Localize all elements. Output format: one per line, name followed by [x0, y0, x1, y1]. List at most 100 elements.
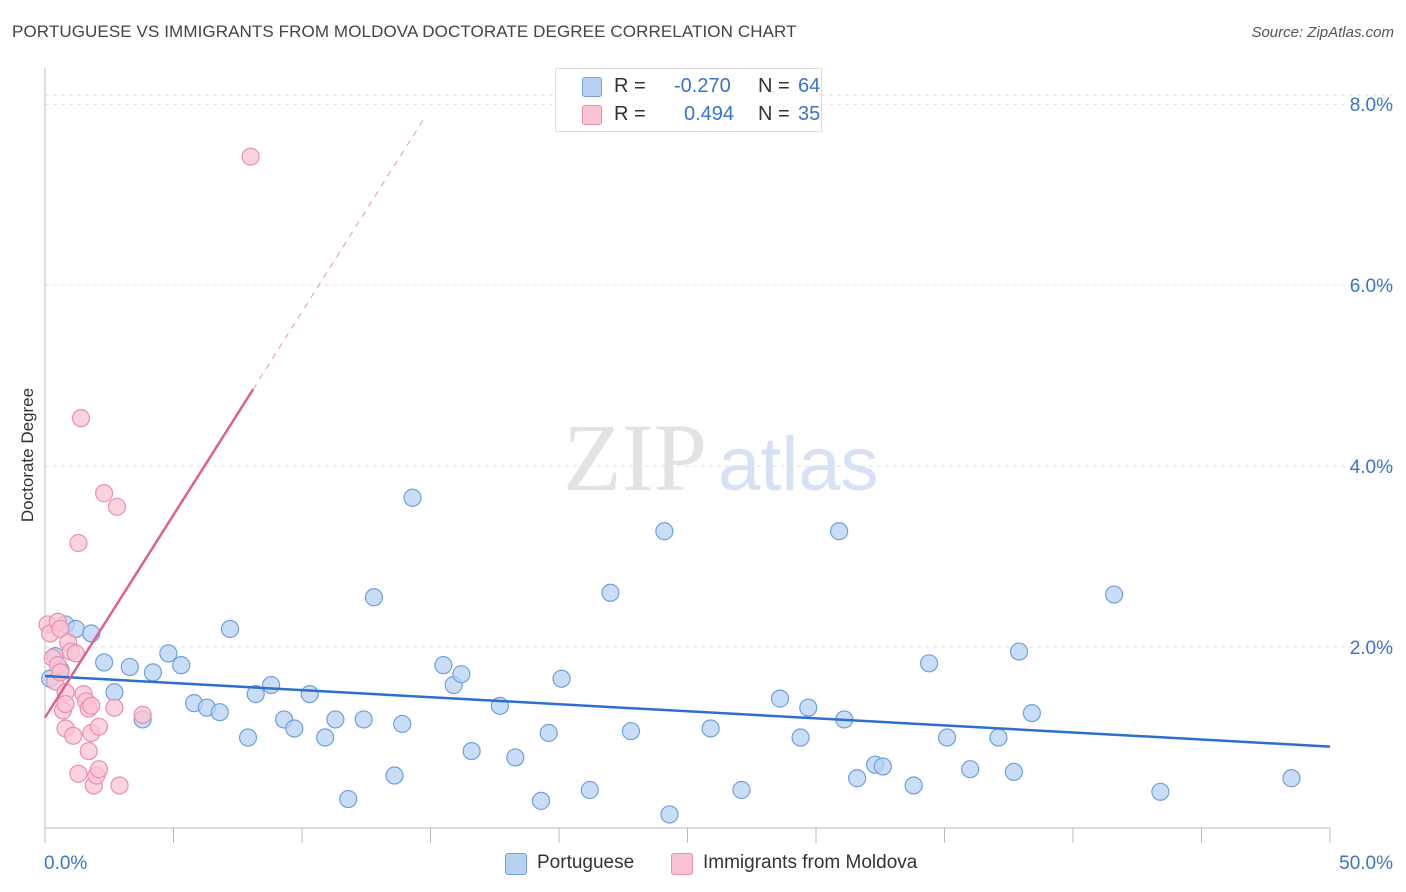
portuguese-point	[621, 722, 641, 741]
portuguese-point	[919, 654, 939, 673]
moldova-point	[241, 147, 260, 166]
portuguese-point	[770, 689, 790, 708]
x-tick-labels: 0.0% 50.0%	[44, 853, 1393, 874]
moldova-point	[95, 484, 114, 503]
moldova-points	[38, 147, 260, 795]
portuguese-point	[393, 714, 412, 734]
portuguese-trend-line	[44, 674, 1331, 748]
portuguese-point	[799, 698, 818, 717]
moldova-point	[105, 698, 124, 717]
legend-r-value: -0.270	[674, 75, 731, 97]
portuguese-point	[452, 665, 471, 684]
portuguese-point	[1004, 762, 1023, 782]
y-tick-label: 4.0%	[1350, 457, 1393, 478]
legend-n-label: N =	[758, 103, 790, 125]
portuguese-point	[531, 791, 551, 810]
portuguese-point	[285, 719, 304, 738]
source-label: Source: ZipAtlas.com	[1251, 24, 1394, 41]
portuguese-point	[937, 728, 957, 747]
portuguese-point	[120, 657, 139, 677]
portuguese-point	[904, 776, 923, 795]
moldova-point	[64, 726, 83, 745]
portuguese-point	[339, 789, 358, 809]
y-tick-label: 8.0%	[1350, 95, 1393, 116]
portuguese-point	[210, 703, 229, 722]
legend-swatch-moldova	[582, 105, 602, 125]
portuguese-point	[172, 656, 191, 675]
bottom-legend-label-portuguese: Portuguese	[537, 852, 635, 873]
watermark-zip: ZIP	[563, 404, 707, 511]
portuguese-point	[830, 522, 849, 541]
portuguese-point	[354, 710, 373, 729]
legend-r-label: R =	[614, 75, 646, 97]
portuguese-point	[364, 588, 384, 607]
moldova-point	[56, 694, 75, 714]
portuguese-point	[660, 805, 679, 824]
bottom-legend-swatch-moldova	[671, 853, 693, 875]
portuguese-point	[238, 728, 258, 747]
legend-swatch-portuguese	[582, 77, 602, 97]
x-tick-label: 50.0%	[1339, 853, 1393, 874]
legend-n-label: N =	[758, 75, 790, 97]
portuguese-point	[220, 619, 240, 639]
watermark: ZIP atlas	[563, 404, 879, 511]
watermark-atlas: atlas	[718, 422, 879, 507]
moldova-point	[69, 533, 88, 553]
portuguese-point	[95, 653, 114, 672]
portuguese-point	[961, 760, 980, 779]
portuguese-point	[1282, 769, 1301, 788]
y-tick-label: 6.0%	[1350, 276, 1393, 297]
y-tick-labels: 2.0% 4.0% 6.0% 8.0%	[1350, 95, 1393, 659]
legend-n-value: 35	[798, 103, 821, 125]
portuguese-point	[873, 757, 892, 776]
portuguese-points	[41, 488, 1301, 824]
portuguese-point	[1105, 585, 1124, 604]
portuguese-point	[262, 675, 281, 695]
moldova-point	[51, 619, 70, 639]
portuguese-point	[1151, 782, 1170, 801]
bottom-legend-swatch-portuguese	[505, 853, 527, 875]
portuguese-point	[159, 644, 178, 663]
moldova-point	[89, 717, 109, 736]
moldova-point	[133, 705, 152, 725]
portuguese-point	[506, 748, 525, 767]
gridlines	[45, 94, 1395, 648]
portuguese-point	[434, 656, 453, 675]
portuguese-point	[385, 766, 404, 785]
moldova-point	[89, 760, 109, 779]
legend-r-value: 0.494	[684, 103, 735, 125]
portuguese-point	[655, 522, 674, 541]
moldova-point	[71, 409, 91, 428]
moldova-trend-extension	[252, 120, 424, 390]
moldova-point	[69, 764, 88, 783]
moldova-point	[82, 696, 101, 715]
moldova-trend-line	[43, 388, 255, 719]
portuguese-point	[316, 728, 335, 747]
bottom-legend-label-moldova: Immigrants from Moldova	[703, 852, 918, 873]
portuguese-point	[848, 769, 867, 788]
legend-r-label: R =	[614, 103, 646, 125]
portuguese-point	[552, 669, 571, 688]
portuguese-point	[580, 780, 599, 800]
portuguese-point	[246, 684, 265, 704]
trend-lines	[43, 120, 1331, 748]
portuguese-point	[300, 684, 319, 704]
portuguese-point	[1022, 703, 1041, 723]
chart-title: PORTUGUESE VS IMMIGRANTS FROM MOLDOVA DO…	[12, 22, 797, 41]
portuguese-point	[732, 780, 751, 800]
portuguese-point	[403, 488, 422, 507]
x-ticks	[44, 828, 1331, 843]
x-tick-label: 0.0%	[44, 853, 87, 874]
portuguese-point	[462, 741, 481, 761]
portuguese-point	[105, 683, 124, 702]
portuguese-point	[601, 583, 620, 602]
portuguese-point	[1009, 642, 1029, 661]
moldova-point	[107, 497, 127, 516]
stats-legend: R = -0.270 N = 64 R = 0.494 N = 35	[555, 68, 822, 132]
portuguese-point	[791, 728, 810, 747]
moldova-point	[79, 741, 98, 761]
portuguese-point	[143, 663, 163, 682]
portuguese-point	[326, 710, 345, 729]
legend-n-value: 64	[798, 75, 821, 97]
